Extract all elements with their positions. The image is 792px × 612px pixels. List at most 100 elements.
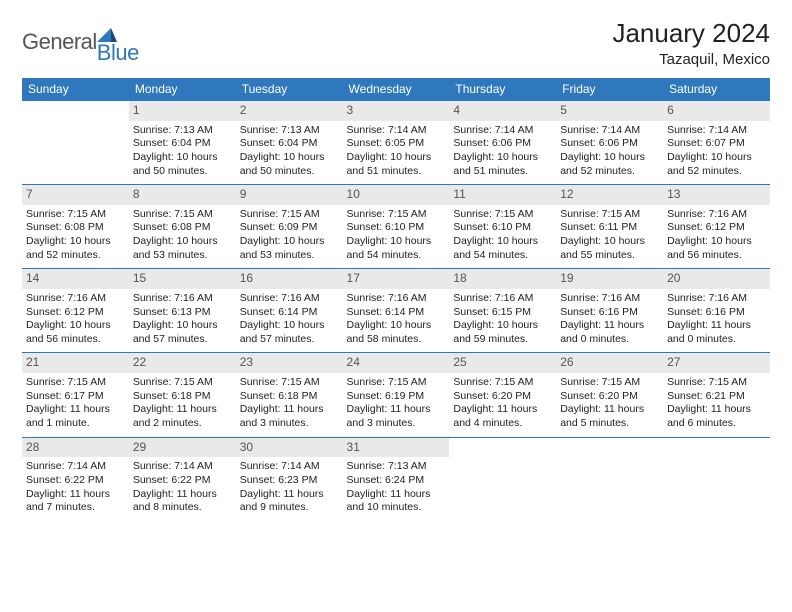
daylight-text: Daylight: 10 hours bbox=[667, 235, 766, 249]
sunrise-text: Sunrise: 7:15 AM bbox=[560, 376, 659, 390]
daylight-text: Daylight: 10 hours bbox=[453, 235, 552, 249]
day-number: 7 bbox=[22, 185, 129, 205]
daylight-text: and 50 minutes. bbox=[240, 165, 339, 179]
day-number: 5 bbox=[556, 101, 663, 121]
sunrise-text: Sunrise: 7:15 AM bbox=[133, 376, 232, 390]
day-number-empty bbox=[22, 101, 129, 121]
sunrise-text: Sunrise: 7:15 AM bbox=[453, 208, 552, 222]
daylight-text: Daylight: 10 hours bbox=[560, 151, 659, 165]
sunrise-text: Sunrise: 7:16 AM bbox=[453, 292, 552, 306]
day-number: 16 bbox=[236, 269, 343, 289]
day-number: 27 bbox=[663, 353, 770, 373]
daylight-text: and 58 minutes. bbox=[347, 333, 446, 347]
brand-logo: General Blue bbox=[22, 18, 139, 66]
sunset-text: Sunset: 6:12 PM bbox=[667, 221, 766, 235]
sunset-text: Sunset: 6:14 PM bbox=[347, 306, 446, 320]
sunrise-text: Sunrise: 7:14 AM bbox=[133, 460, 232, 474]
calendar-cell: 26Sunrise: 7:15 AMSunset: 6:20 PMDayligh… bbox=[556, 353, 663, 437]
sunset-text: Sunset: 6:15 PM bbox=[453, 306, 552, 320]
daylight-text: Daylight: 11 hours bbox=[667, 403, 766, 417]
sunrise-text: Sunrise: 7:15 AM bbox=[26, 376, 125, 390]
brand-word-1: General bbox=[22, 29, 97, 55]
sunset-text: Sunset: 6:10 PM bbox=[347, 221, 446, 235]
calendar-cell: 10Sunrise: 7:15 AMSunset: 6:10 PMDayligh… bbox=[343, 185, 450, 269]
sunset-text: Sunset: 6:13 PM bbox=[133, 306, 232, 320]
calendar-cell: 20Sunrise: 7:16 AMSunset: 6:16 PMDayligh… bbox=[663, 269, 770, 353]
daylight-text: Daylight: 10 hours bbox=[347, 151, 446, 165]
weekday-header-row: Sunday Monday Tuesday Wednesday Thursday… bbox=[22, 78, 770, 101]
daylight-text: Daylight: 11 hours bbox=[133, 403, 232, 417]
daylight-text: Daylight: 10 hours bbox=[133, 151, 232, 165]
calendar-cell: 28Sunrise: 7:14 AMSunset: 6:22 PMDayligh… bbox=[22, 437, 129, 521]
sunset-text: Sunset: 6:10 PM bbox=[453, 221, 552, 235]
daylight-text: Daylight: 10 hours bbox=[240, 319, 339, 333]
daylight-text: and 2 minutes. bbox=[133, 417, 232, 431]
weekday-header: Saturday bbox=[663, 78, 770, 101]
day-number: 11 bbox=[449, 185, 556, 205]
sunrise-text: Sunrise: 7:15 AM bbox=[240, 208, 339, 222]
sunset-text: Sunset: 6:22 PM bbox=[133, 474, 232, 488]
day-number: 10 bbox=[343, 185, 450, 205]
sunset-text: Sunset: 6:11 PM bbox=[560, 221, 659, 235]
daylight-text: Daylight: 11 hours bbox=[560, 403, 659, 417]
daylight-text: and 52 minutes. bbox=[560, 165, 659, 179]
calendar-cell: 25Sunrise: 7:15 AMSunset: 6:20 PMDayligh… bbox=[449, 353, 556, 437]
daylight-text: Daylight: 10 hours bbox=[133, 235, 232, 249]
calendar-row: 1Sunrise: 7:13 AMSunset: 6:04 PMDaylight… bbox=[22, 101, 770, 185]
sunset-text: Sunset: 6:04 PM bbox=[133, 137, 232, 151]
day-number: 19 bbox=[556, 269, 663, 289]
sunset-text: Sunset: 6:24 PM bbox=[347, 474, 446, 488]
calendar-cell: 4Sunrise: 7:14 AMSunset: 6:06 PMDaylight… bbox=[449, 101, 556, 185]
calendar-cell bbox=[22, 101, 129, 185]
daylight-text: and 10 minutes. bbox=[347, 501, 446, 515]
sunset-text: Sunset: 6:23 PM bbox=[240, 474, 339, 488]
sunset-text: Sunset: 6:07 PM bbox=[667, 137, 766, 151]
day-number: 30 bbox=[236, 438, 343, 458]
day-number: 8 bbox=[129, 185, 236, 205]
sunset-text: Sunset: 6:05 PM bbox=[347, 137, 446, 151]
sunrise-text: Sunrise: 7:15 AM bbox=[667, 376, 766, 390]
weekday-header: Monday bbox=[129, 78, 236, 101]
sunrise-text: Sunrise: 7:16 AM bbox=[240, 292, 339, 306]
sunrise-text: Sunrise: 7:14 AM bbox=[560, 124, 659, 138]
sunset-text: Sunset: 6:18 PM bbox=[133, 390, 232, 404]
day-number: 21 bbox=[22, 353, 129, 373]
daylight-text: Daylight: 11 hours bbox=[133, 488, 232, 502]
daylight-text: and 53 minutes. bbox=[240, 249, 339, 263]
sunrise-text: Sunrise: 7:16 AM bbox=[26, 292, 125, 306]
calendar-cell: 14Sunrise: 7:16 AMSunset: 6:12 PMDayligh… bbox=[22, 269, 129, 353]
sunrise-text: Sunrise: 7:15 AM bbox=[347, 208, 446, 222]
calendar-cell bbox=[449, 437, 556, 521]
sunrise-text: Sunrise: 7:15 AM bbox=[347, 376, 446, 390]
calendar-cell: 21Sunrise: 7:15 AMSunset: 6:17 PMDayligh… bbox=[22, 353, 129, 437]
daylight-text: Daylight: 11 hours bbox=[560, 319, 659, 333]
daylight-text: and 3 minutes. bbox=[347, 417, 446, 431]
daylight-text: Daylight: 10 hours bbox=[347, 319, 446, 333]
calendar-cell: 5Sunrise: 7:14 AMSunset: 6:06 PMDaylight… bbox=[556, 101, 663, 185]
daylight-text: and 0 minutes. bbox=[667, 333, 766, 347]
day-number: 29 bbox=[129, 438, 236, 458]
calendar-cell: 12Sunrise: 7:15 AMSunset: 6:11 PMDayligh… bbox=[556, 185, 663, 269]
sunset-text: Sunset: 6:17 PM bbox=[26, 390, 125, 404]
sunrise-text: Sunrise: 7:14 AM bbox=[453, 124, 552, 138]
sunrise-text: Sunrise: 7:15 AM bbox=[133, 208, 232, 222]
daylight-text: Daylight: 10 hours bbox=[453, 151, 552, 165]
day-number: 23 bbox=[236, 353, 343, 373]
sunset-text: Sunset: 6:19 PM bbox=[347, 390, 446, 404]
sunset-text: Sunset: 6:14 PM bbox=[240, 306, 339, 320]
sunrise-text: Sunrise: 7:16 AM bbox=[133, 292, 232, 306]
daylight-text: and 51 minutes. bbox=[453, 165, 552, 179]
daylight-text: and 7 minutes. bbox=[26, 501, 125, 515]
daylight-text: and 0 minutes. bbox=[560, 333, 659, 347]
day-number: 25 bbox=[449, 353, 556, 373]
calendar-cell: 24Sunrise: 7:15 AMSunset: 6:19 PMDayligh… bbox=[343, 353, 450, 437]
calendar-row: 21Sunrise: 7:15 AMSunset: 6:17 PMDayligh… bbox=[22, 353, 770, 437]
calendar-cell: 27Sunrise: 7:15 AMSunset: 6:21 PMDayligh… bbox=[663, 353, 770, 437]
daylight-text: and 52 minutes. bbox=[667, 165, 766, 179]
sunset-text: Sunset: 6:09 PM bbox=[240, 221, 339, 235]
calendar-cell: 22Sunrise: 7:15 AMSunset: 6:18 PMDayligh… bbox=[129, 353, 236, 437]
daylight-text: and 9 minutes. bbox=[240, 501, 339, 515]
calendar-cell bbox=[556, 437, 663, 521]
calendar-cell: 19Sunrise: 7:16 AMSunset: 6:16 PMDayligh… bbox=[556, 269, 663, 353]
daylight-text: Daylight: 11 hours bbox=[667, 319, 766, 333]
